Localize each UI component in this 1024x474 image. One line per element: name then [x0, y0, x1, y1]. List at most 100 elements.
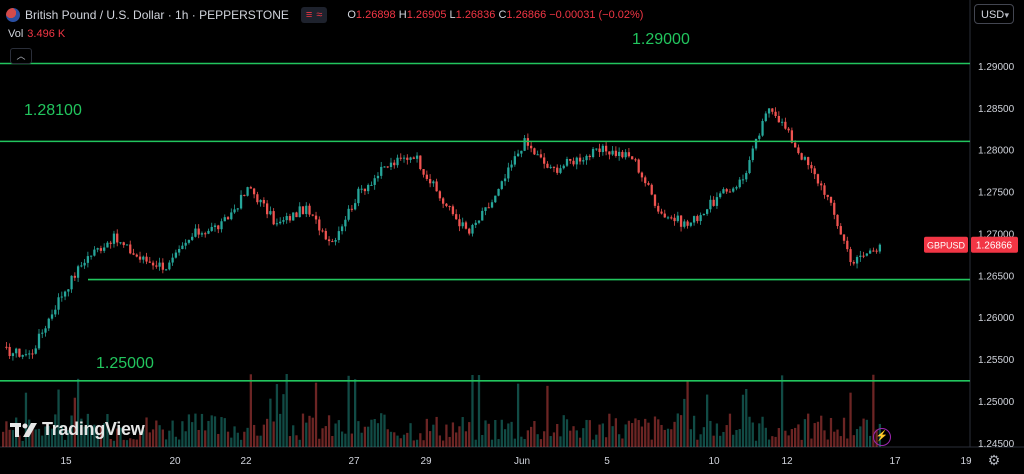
candle-body	[236, 208, 239, 210]
volume-bar	[90, 425, 93, 447]
candle-body	[425, 174, 428, 179]
volume-bar	[47, 425, 50, 447]
volume-bar	[556, 423, 559, 447]
candle-body	[820, 183, 823, 186]
volume-bar	[797, 424, 800, 447]
candle-body	[679, 215, 683, 227]
candle-body	[31, 353, 34, 355]
candle-body	[748, 160, 751, 174]
volume-bar	[292, 425, 295, 447]
candle-body	[318, 219, 321, 231]
volume-bar	[171, 420, 174, 447]
current-price-tag	[971, 236, 1018, 253]
volume-bar	[484, 420, 487, 447]
volume-bar	[559, 436, 562, 447]
volume-bar	[666, 428, 670, 447]
sell-icon[interactable]: ≡	[305, 9, 313, 21]
volume-bar	[826, 439, 829, 447]
volume-bar	[164, 439, 168, 447]
candle-body	[415, 155, 419, 159]
volume-bar	[644, 418, 647, 447]
candle-body	[582, 160, 585, 162]
candle-body	[223, 217, 226, 222]
volume-bar	[670, 429, 673, 447]
candle-body	[213, 225, 217, 227]
candle-body	[500, 181, 503, 189]
candle-body	[640, 172, 644, 178]
candle-body	[67, 289, 70, 292]
volume-bar	[161, 429, 164, 447]
candle-body	[239, 194, 243, 209]
volume-bar	[181, 421, 184, 447]
volume-bar	[719, 435, 722, 447]
volume-bar	[340, 431, 344, 447]
trade-pill[interactable]: ≡ ≈	[300, 7, 328, 23]
lightning-icon[interactable]: ⚡	[873, 428, 891, 446]
candle-body	[780, 121, 784, 123]
buy-icon[interactable]: ≈	[316, 9, 323, 21]
candle-body	[601, 145, 604, 153]
candle-body	[650, 184, 653, 195]
candle-body	[295, 212, 298, 218]
candle-body	[855, 256, 859, 264]
candle-body	[878, 244, 882, 252]
candle-body	[83, 262, 86, 266]
candle-body	[138, 256, 142, 260]
volume-bar	[591, 439, 595, 447]
symbol-title[interactable]: British Pound / U.S. Dollar · 1h · PEPPE…	[25, 8, 289, 22]
collapse-legend-button[interactable]: ︿	[10, 48, 32, 64]
volume-bar	[754, 440, 758, 447]
volume-bar	[706, 394, 709, 447]
volume-bar	[784, 430, 787, 447]
candle-body	[823, 185, 826, 195]
candle-body	[5, 346, 8, 348]
volume-bar	[135, 439, 138, 447]
candle-body	[135, 254, 138, 257]
symbol-tag-label: GBPUSD	[927, 241, 966, 251]
volume-bar	[70, 415, 73, 447]
candle-body	[262, 199, 266, 204]
x-tick-label: 17	[889, 456, 901, 467]
candle-body	[468, 228, 471, 234]
candle-body	[458, 219, 461, 227]
currency-button[interactable]: USD	[974, 4, 1014, 25]
volume-bar	[207, 420, 210, 447]
volume-bar	[461, 417, 464, 447]
candle-body	[122, 242, 125, 246]
candle-body	[604, 145, 608, 152]
current-price-value: 1.26866	[976, 241, 1013, 252]
candle-body	[18, 348, 21, 357]
x-tick-label: 29	[420, 456, 432, 467]
candle-body	[706, 209, 709, 214]
volume-legend: Vol 3.496 K	[8, 28, 65, 40]
candle-body	[494, 195, 497, 203]
volume-bar	[686, 380, 689, 447]
chart-legend: British Pound / U.S. Dollar · 1h · PEPPE…	[6, 6, 643, 24]
volume-bar	[481, 434, 484, 447]
candle-body	[627, 152, 631, 157]
volume-bar	[611, 426, 614, 447]
volume-bar	[367, 426, 370, 447]
candle-body	[288, 216, 292, 221]
volume-bar	[526, 430, 530, 447]
volume-bar	[735, 430, 738, 447]
candle-body	[220, 221, 223, 230]
candle-body	[435, 181, 438, 192]
volume-bar	[833, 431, 836, 447]
candle-body	[715, 197, 719, 206]
tradingview-logo[interactable]: TradingView	[10, 419, 145, 440]
volume-bar	[741, 394, 745, 447]
candle-body	[569, 158, 572, 161]
settings-gear-icon[interactable]: ⚙	[987, 452, 1001, 468]
volume-bar	[402, 434, 406, 447]
candle-body	[148, 261, 151, 263]
candle-body	[187, 239, 191, 243]
volume-bar	[624, 424, 627, 447]
volume-bar	[380, 413, 383, 447]
candle-body	[787, 128, 790, 131]
candle-body	[865, 253, 868, 256]
volume-bar	[223, 418, 226, 447]
x-tick-label: 5	[604, 456, 610, 467]
